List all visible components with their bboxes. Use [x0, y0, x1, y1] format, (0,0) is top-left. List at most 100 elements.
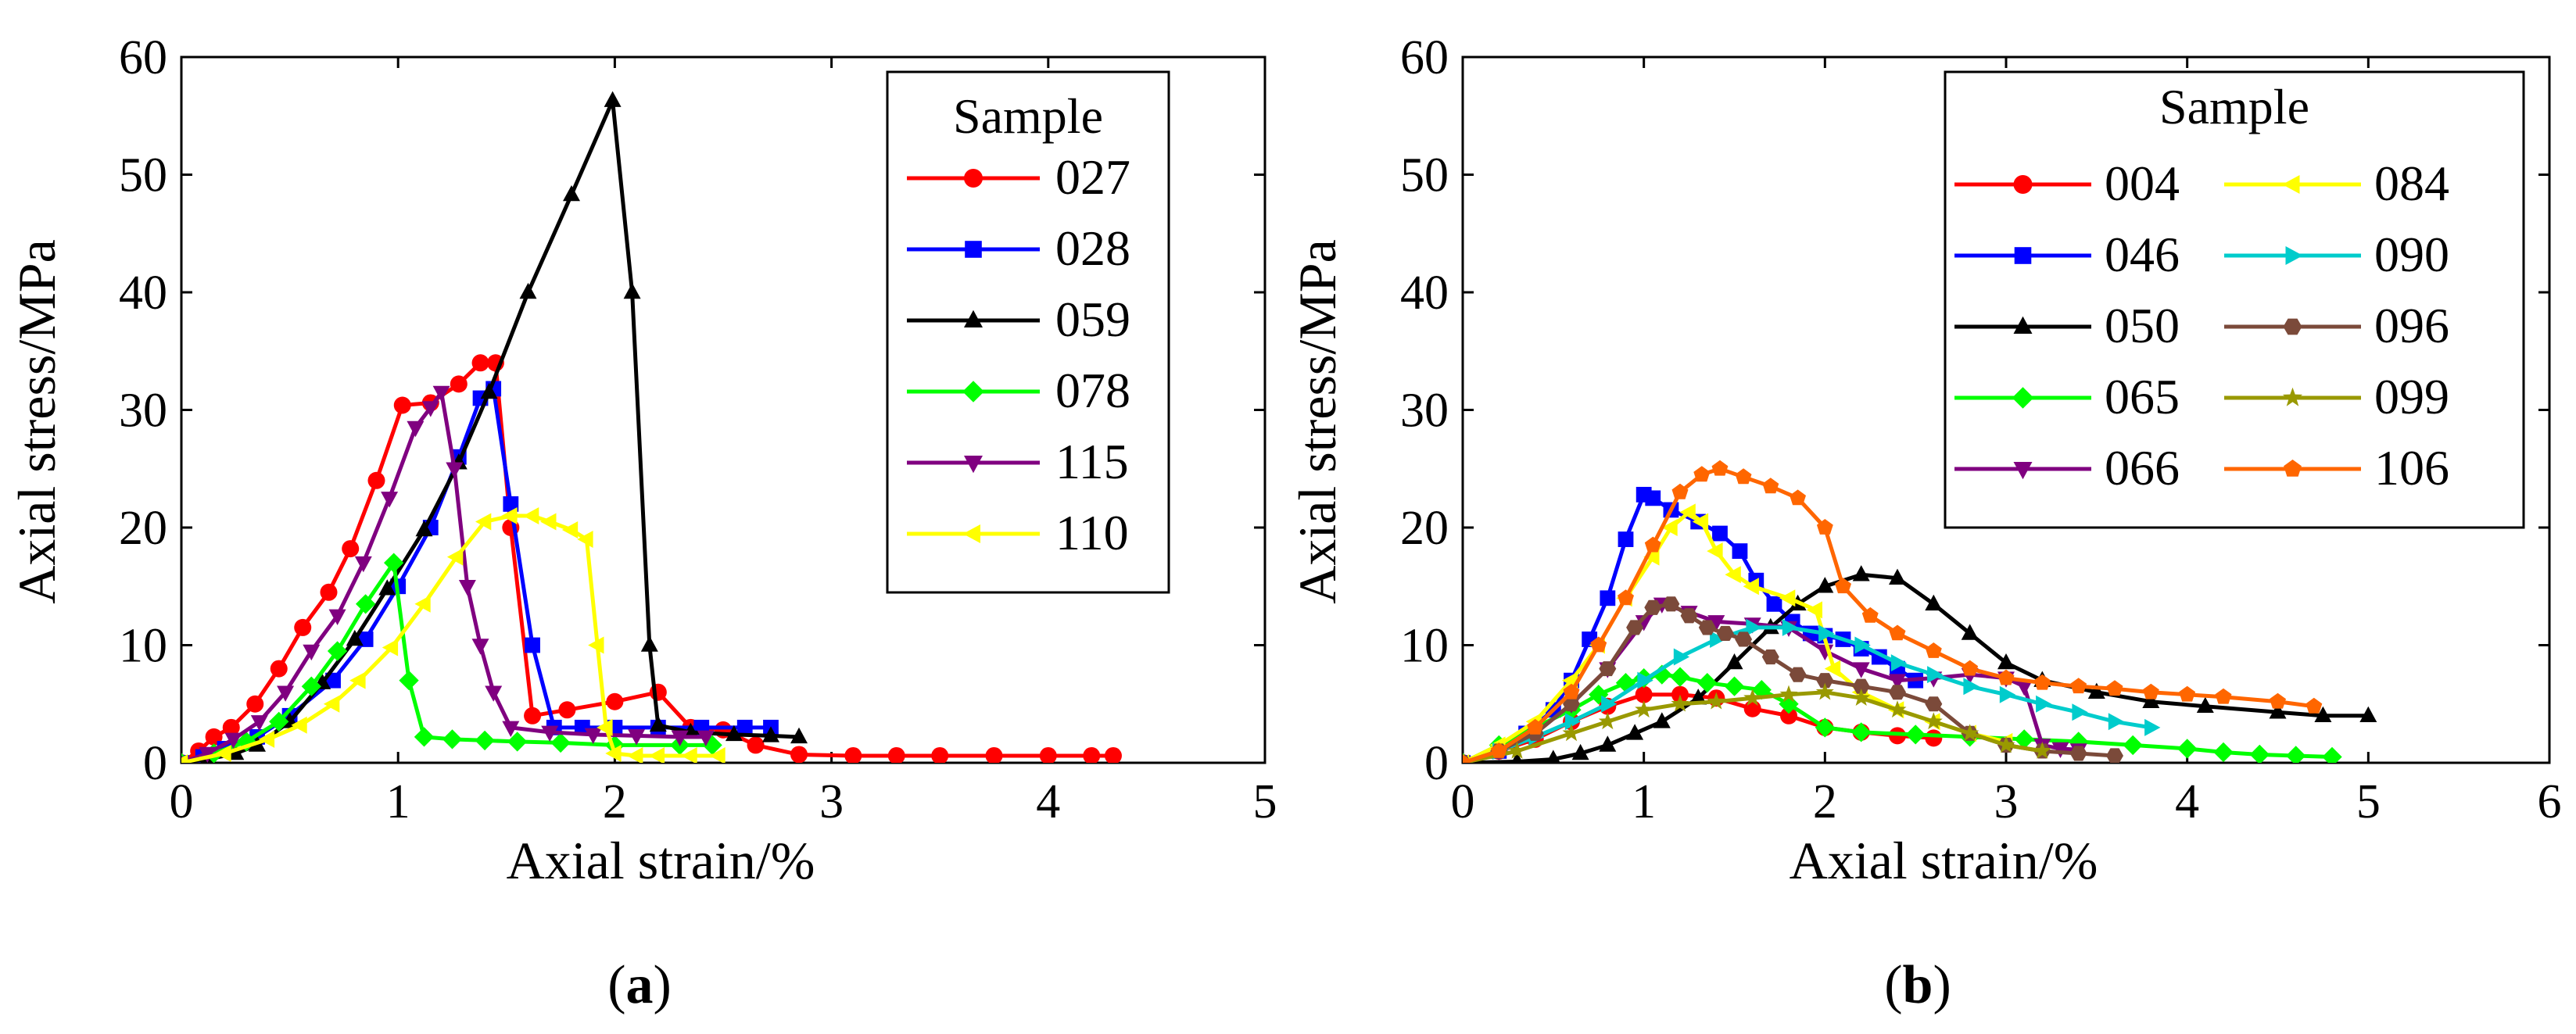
- series-line-099: [1463, 690, 2043, 763]
- data-point-065: [1697, 673, 1718, 693]
- data-point-115: [303, 644, 321, 661]
- data-point-066: [2015, 679, 2033, 696]
- data-point-096: [1816, 673, 1834, 689]
- legend-label-084: 084: [2374, 156, 2449, 211]
- data-point-106: [1997, 669, 2015, 685]
- y-tick-label: 30: [1400, 385, 1449, 438]
- data-point-027: [294, 618, 312, 636]
- data-point-096: [1599, 661, 1617, 677]
- data-point-027: [1039, 746, 1057, 763]
- y-tick-label: 50: [119, 149, 167, 202]
- data-point-106: [1861, 606, 1879, 623]
- data-point-065: [2322, 746, 2342, 763]
- y-axis-label: Axial stress/MPa: [1288, 239, 1347, 604]
- legend-marker-066: [2013, 462, 2033, 480]
- data-point-096: [1716, 625, 1734, 641]
- caption-a-open: (: [607, 955, 625, 1015]
- y-tick-label: 60: [1400, 31, 1449, 84]
- caption-b-open: (: [1884, 955, 1902, 1015]
- y-tick-label: 20: [1400, 502, 1449, 555]
- data-point-115: [354, 556, 372, 573]
- data-point-084: [1806, 601, 1822, 619]
- data-point-115: [471, 639, 489, 655]
- data-point-106: [2270, 692, 2286, 709]
- data-point-028: [574, 719, 590, 735]
- data-point-059: [762, 726, 779, 742]
- data-point-027: [270, 660, 288, 678]
- legend-entry-090: 090: [2224, 227, 2449, 282]
- data-point-096: [1789, 667, 1807, 682]
- data-point-110: [627, 747, 643, 763]
- data-point-110: [382, 639, 399, 657]
- data-point-027: [747, 736, 765, 754]
- data-point-106: [2033, 674, 2051, 690]
- data-point-084: [1824, 660, 1841, 678]
- legend-marker-115: [964, 456, 983, 474]
- x-tick-label: 1: [386, 775, 410, 828]
- data-point-078: [356, 594, 376, 614]
- data-point-106: [1711, 460, 1729, 476]
- data-point-066: [1889, 674, 1906, 690]
- legend-label-099: 099: [2374, 369, 2449, 424]
- data-point-059: [725, 725, 743, 742]
- data-point-059: [519, 282, 537, 299]
- caption-b-close: ): [1933, 955, 1951, 1015]
- data-point-115: [446, 462, 464, 478]
- data-point-106: [1693, 466, 1711, 482]
- data-point-106: [1762, 478, 1779, 494]
- data-point-065: [1851, 722, 1872, 742]
- legend-b: Sample 004 046 050 065 066 084 090 096 099 106: [1944, 70, 2525, 529]
- data-point-115: [697, 730, 715, 746]
- data-point-050: [1546, 750, 1560, 763]
- data-point-110: [258, 730, 275, 748]
- data-point-050: [1571, 743, 1589, 760]
- data-point-106: [1735, 468, 1752, 485]
- data-point-065: [1815, 717, 1835, 738]
- data-point-065: [1905, 725, 1926, 745]
- data-point-090: [2036, 695, 2052, 713]
- data-point-059: [682, 722, 700, 739]
- data-point-106: [1889, 624, 1906, 641]
- data-point-065: [2213, 742, 2234, 763]
- legend-label-078: 078: [1055, 363, 1130, 418]
- data-point-106: [1671, 483, 1689, 499]
- data-point-106: [2306, 697, 2323, 714]
- data-point-004: [1780, 707, 1797, 725]
- data-point-065: [1779, 694, 1799, 714]
- y-tick-label: 50: [1400, 149, 1449, 202]
- data-point-106: [2106, 680, 2123, 696]
- data-point-110: [605, 745, 622, 762]
- data-point-110: [475, 513, 492, 531]
- legend-marker-106: [2284, 460, 2302, 477]
- data-point-084: [1661, 519, 1678, 536]
- y-tick-label: 10: [1400, 620, 1449, 673]
- data-point-046: [1600, 590, 1616, 606]
- data-point-096: [1735, 631, 1753, 647]
- legend-entry-106: 106: [2224, 440, 2449, 496]
- legend-label-028: 028: [1055, 220, 1130, 276]
- data-point-115: [224, 732, 242, 749]
- data-point-078: [384, 553, 404, 573]
- data-point-099: [1888, 700, 1907, 718]
- legend-label-065: 065: [2105, 369, 2180, 424]
- data-point-115: [541, 725, 559, 742]
- data-point-066: [2051, 742, 2069, 758]
- data-point-084: [1707, 542, 1723, 560]
- legend-marker-084: [2282, 175, 2300, 194]
- y-tick-label: 0: [143, 737, 167, 790]
- data-point-059: [790, 727, 808, 744]
- data-point-084: [1743, 578, 1759, 596]
- data-point-110: [501, 507, 518, 524]
- data-point-027: [320, 583, 338, 601]
- data-point-046: [1732, 543, 1748, 559]
- y-tick-label: 40: [119, 267, 167, 320]
- data-point-099: [2033, 741, 2051, 759]
- data-point-090: [1746, 618, 1762, 636]
- x-tick-label: 6: [2538, 775, 2562, 828]
- data-point-059: [480, 382, 498, 399]
- legend-marker-046: [2014, 247, 2032, 264]
- x-tick-label: 5: [1253, 775, 1277, 828]
- data-point-027: [246, 695, 264, 713]
- data-point-090: [1818, 624, 1835, 642]
